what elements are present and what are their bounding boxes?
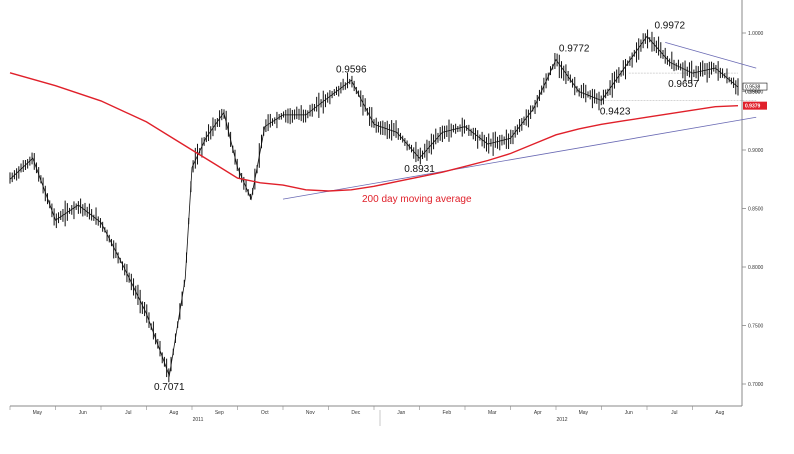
price-badge-label: 0.9500 <box>745 90 761 96</box>
y-tick-label: 0.8500 <box>748 207 764 213</box>
y-axis-ticks: 1.0000 0.9500 0.9000 0.8500 0.8000 0.7500 0.70… <box>742 31 764 388</box>
x-tick-label: Jul <box>671 410 677 416</box>
x-tick-label: Nov <box>306 410 315 416</box>
x-tick-label: Aug <box>169 410 178 416</box>
y-tick-label: 0.9000 <box>748 148 764 154</box>
x-tick-label: Feb <box>442 410 451 416</box>
x-tick-label: Jul <box>125 410 131 416</box>
moving-average-label: 200 day moving average <box>362 194 472 205</box>
x-tick-label: Oct <box>261 410 269 416</box>
x-tick-label: Mar <box>488 410 497 416</box>
price-annotations: 0.7071 0.9596 0.8931 0.9772 0.9423 0.9972 0.96… <box>154 20 699 393</box>
x-tick-label: Aug <box>715 410 724 416</box>
price-annotation: 0.9423 <box>600 107 631 118</box>
price-badge <box>743 101 767 110</box>
price-series <box>9 29 739 383</box>
plot-frame <box>10 0 743 426</box>
x-tick-label: Apr <box>534 410 542 416</box>
x-axis-ticks: May Jun Jul Aug Sep Oct Nov Dec Jan Feb Mar Apr May J… <box>9 406 724 423</box>
year-label: 2012 <box>556 417 567 423</box>
x-tick-label: Jan <box>397 410 405 416</box>
price-annotation: 0.9596 <box>336 64 367 75</box>
price-annotation: 0.9972 <box>654 20 685 31</box>
price-line <box>9 35 739 378</box>
y-tick-label: 1.0000 <box>748 31 764 37</box>
reference-lines <box>601 72 757 101</box>
moving-average-series <box>9 72 739 192</box>
price-annotation: 0.9772 <box>559 44 590 55</box>
x-tick-label: Jun <box>79 410 87 416</box>
price-badge <box>742 82 768 91</box>
y-tick-label: 0.8000 <box>748 265 764 271</box>
x-tick-label: Jun <box>625 410 633 416</box>
x-tick-label: May <box>579 410 589 416</box>
price-badge-label: 0.9379 <box>745 104 761 110</box>
y-tick-label: 0.7500 <box>748 324 764 330</box>
price-annotation: 0.8931 <box>404 164 435 175</box>
x-tick-label: Dec <box>351 410 360 416</box>
price-annotation: 0.9657 <box>668 79 699 90</box>
y-tick-label: 0.7000 <box>748 382 764 388</box>
price-badge-label: 0.9538 <box>745 85 761 91</box>
x-tick-label: May <box>33 410 43 416</box>
y-tick-label: 0.9500 <box>748 90 764 96</box>
price-annotation: 0.7071 <box>154 382 185 393</box>
trend-line <box>665 41 757 69</box>
year-label: 2011 <box>193 417 204 423</box>
trend-line <box>282 116 757 200</box>
moving-average-line <box>9 72 739 192</box>
trend-lines <box>282 41 757 200</box>
x-tick-label: Sep <box>215 410 224 416</box>
